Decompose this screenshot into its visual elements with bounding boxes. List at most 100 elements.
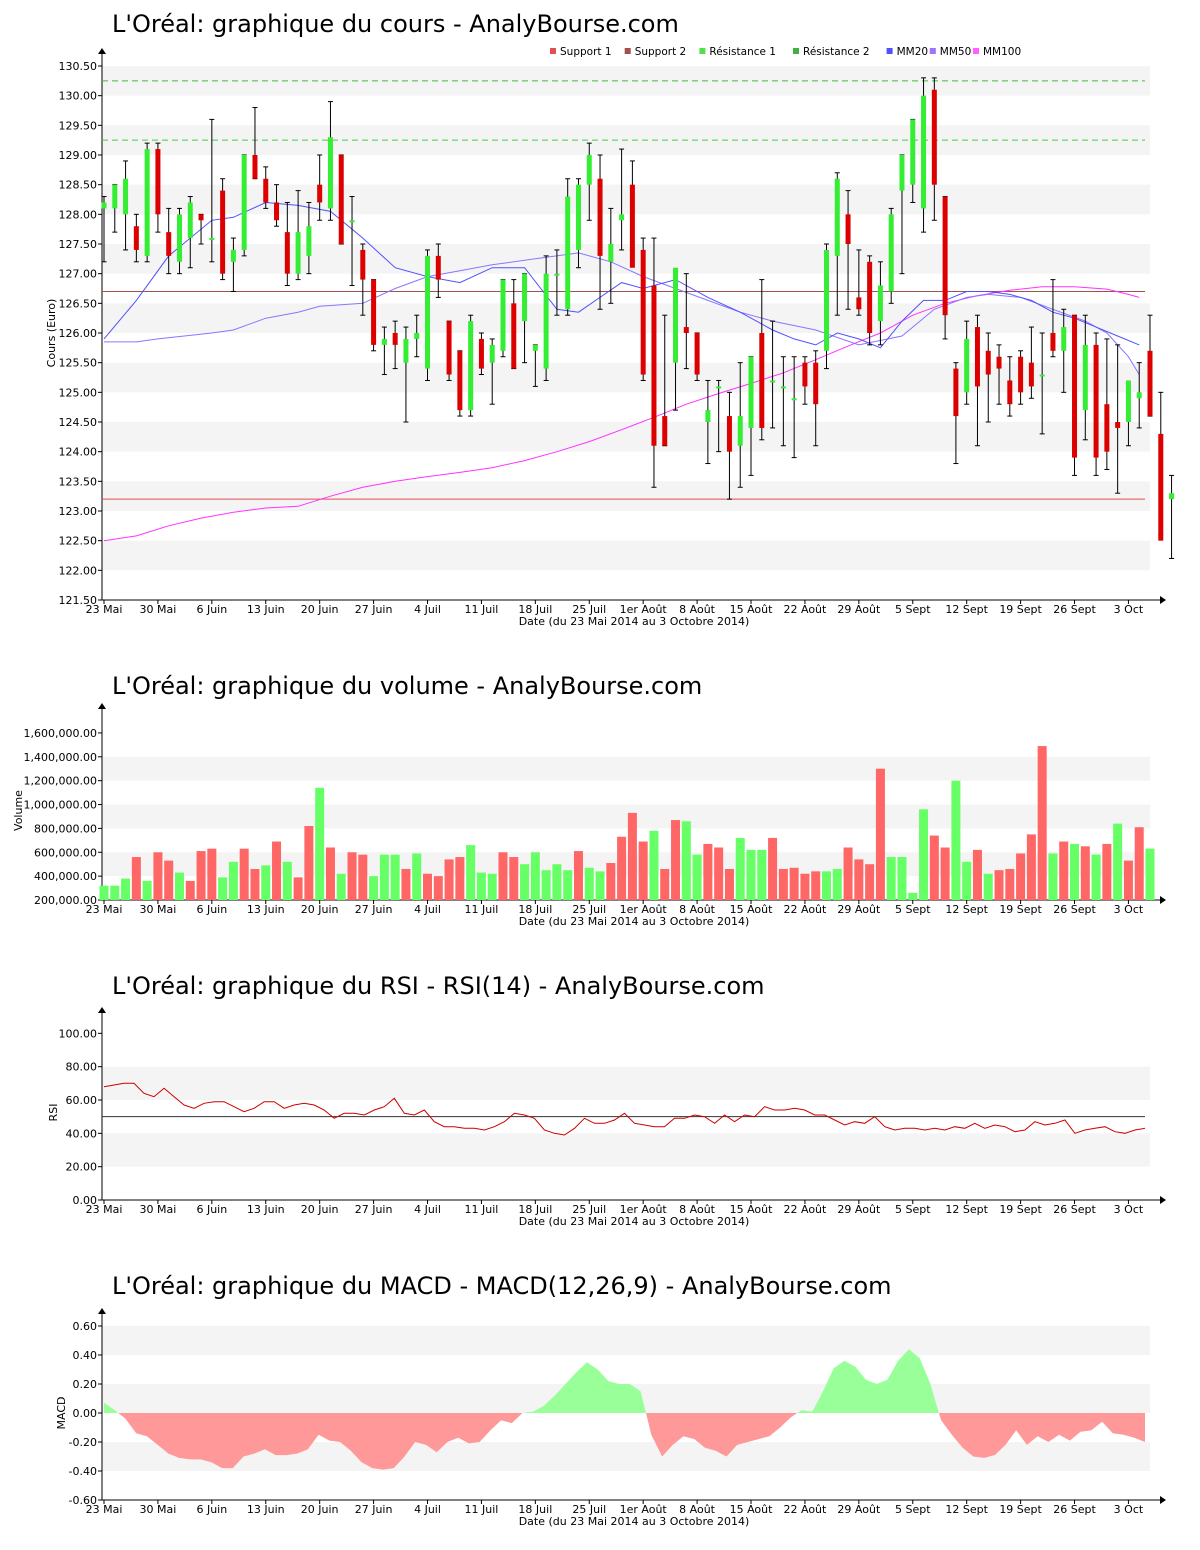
volume-bar (875, 768, 885, 900)
volume-x-tick-label: 5 Sept (895, 903, 931, 916)
candle-body (942, 196, 948, 316)
macd-y-tick-label: 0.20 (73, 1378, 98, 1391)
candle-body (985, 350, 991, 375)
volume-x-tick-label: 26 Sept (1053, 903, 1096, 916)
volume-y-tick-label: 200,000.00 (34, 894, 97, 907)
macd-x-tick-label: 22 Août (784, 1503, 828, 1516)
volume-bar (789, 867, 799, 900)
rsi-x-tick-label: 8 Août (679, 1203, 716, 1216)
rsi-x-tick-label: 22 Août (784, 1203, 828, 1216)
volume-x-tick-label: 27 Juin (355, 903, 393, 916)
price-y-axis-label: Cours (Euro) (45, 299, 58, 368)
price-y-tick-label: 129.00 (59, 149, 98, 162)
macd-x-tick-label: 13 Juin (247, 1503, 285, 1516)
price-grid-band (102, 184, 1150, 215)
volume-bar (1070, 843, 1080, 900)
rsi-grid-band (102, 1133, 1150, 1167)
price-grid-band (102, 540, 1150, 571)
volume-bar (358, 854, 368, 900)
rsi-x-tick-label: 29 Août (837, 1203, 881, 1216)
candle-body (554, 273, 560, 276)
volume-bar (595, 871, 605, 900)
macd-negative-area (646, 1413, 798, 1457)
candle-body (608, 244, 614, 262)
candle-body (737, 416, 743, 446)
volume-bar (347, 852, 357, 900)
macd-negative-area (118, 1413, 523, 1470)
legend-swatch (699, 48, 706, 54)
macd-x-arrow (1160, 1496, 1166, 1504)
rsi-x-tick-label: 19 Sept (999, 1203, 1042, 1216)
candle-body (241, 155, 247, 250)
candle-body (1018, 356, 1024, 393)
candle-body (166, 232, 172, 256)
volume-x-tick-label: 6 Juin (196, 903, 227, 916)
rsi-x-tick-label: 11 Juil (465, 1203, 499, 1216)
candle-body (845, 214, 851, 244)
volume-bar (584, 867, 594, 900)
macd-x-tick-label: 27 Juin (355, 1503, 393, 1516)
macd-x-tick-label: 18 Juil (518, 1503, 552, 1516)
volume-bar (854, 859, 864, 900)
rsi-y-tick-label: 20.00 (66, 1161, 98, 1174)
volume-bar (379, 854, 389, 900)
price-x-tick-label: 29 Août (837, 603, 881, 616)
candle-body (198, 214, 204, 221)
candle-body (403, 338, 409, 363)
macd-positive-area (104, 1402, 119, 1413)
volume-bar (185, 880, 195, 900)
rsi-x-tick-label: 18 Juil (518, 1203, 552, 1216)
candle-body (284, 232, 290, 274)
volume-y-arrow (98, 703, 106, 709)
rsi-x-tick-label: 23 Mai (86, 1203, 123, 1216)
candle-body (1136, 392, 1142, 399)
rsi-chart: 0.00 20.00 40.00 60.00 80.00 100.00 23 Mai 30 M… (47, 1007, 1166, 1228)
candle-body (1007, 380, 1013, 405)
price-chart: 121.50 122.00 122.50 123.00 123.50 124.00 124.… (45, 46, 1175, 628)
price-x-tick-label: 23 Mai (86, 603, 123, 616)
volume-bar (778, 868, 788, 900)
volume-bar (282, 861, 292, 900)
candle-body (425, 255, 431, 369)
volume-bar (121, 878, 131, 900)
volume-bar (768, 837, 778, 900)
price-y-tick-label: 128.00 (59, 208, 98, 221)
candle-body (629, 184, 635, 268)
volume-bar (929, 835, 939, 900)
volume-bar (250, 868, 260, 900)
volume-bar (315, 787, 325, 900)
candle-body (1115, 422, 1121, 428)
candle-body (306, 226, 312, 256)
volume-bar (1026, 834, 1036, 900)
price-x-tick-label: 1er Août (620, 603, 668, 616)
volume-x-tick-label: 29 Août (837, 903, 881, 916)
rsi-y-tick-label: 100.00 (59, 1027, 98, 1040)
macd-y-tick-label: 0.00 (73, 1407, 98, 1420)
rsi-x-tick-label: 13 Juin (247, 1203, 285, 1216)
volume-bar (272, 841, 282, 900)
volume-bar (1037, 746, 1047, 900)
volume-bar (293, 877, 303, 900)
volume-x-tick-label: 13 Juin (247, 903, 285, 916)
candle-body (176, 214, 182, 262)
candle-body (770, 380, 776, 383)
volume-y-tick-label: 800,000.00 (34, 822, 97, 835)
volume-bar (444, 859, 454, 900)
macd-chart: -0.60 -0.40 -0.20 0.00 0.20 0.40 0.60 23 Mai 30 … (55, 1308, 1166, 1528)
macd-x-tick-label: 3 Oct (1114, 1503, 1144, 1516)
macd-y-tick-label: 0.60 (73, 1320, 98, 1333)
candle-body (964, 338, 970, 393)
volume-bar (99, 885, 109, 900)
price-y-tick-label: 125.00 (59, 386, 98, 399)
macd-x-tick-label: 4 Juil (414, 1503, 441, 1516)
candle-body (1050, 333, 1056, 351)
legend-label: MM100 (983, 46, 1021, 58)
volume-bar (627, 812, 637, 900)
candle-body (263, 178, 269, 203)
macd-x-tick-label: 30 Mai (140, 1503, 177, 1516)
price-y-tick-label: 123.00 (59, 505, 98, 518)
volume-x-axis-label: Date (du 23 Mai 2014 au 3 Octobre 2014) (519, 915, 750, 928)
candle-body (1093, 344, 1099, 458)
macd-x-tick-label: 20 Juin (301, 1503, 339, 1516)
volume-y-tick-label: 1,600,000.00 (24, 727, 97, 740)
